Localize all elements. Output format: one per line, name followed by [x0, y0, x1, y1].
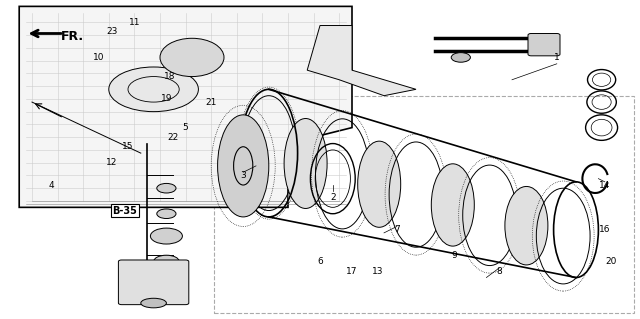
Text: 4: 4 — [49, 181, 54, 189]
Text: FR.: FR. — [61, 30, 84, 43]
Ellipse shape — [141, 298, 166, 308]
Text: 19: 19 — [161, 94, 172, 103]
Text: 1: 1 — [554, 53, 559, 62]
Text: 18: 18 — [164, 72, 175, 81]
Ellipse shape — [160, 38, 224, 77]
Circle shape — [451, 53, 470, 62]
Text: 10: 10 — [93, 53, 105, 62]
Circle shape — [154, 255, 179, 268]
Ellipse shape — [218, 115, 269, 217]
Circle shape — [157, 209, 176, 219]
Polygon shape — [307, 26, 416, 96]
Text: 13: 13 — [372, 267, 383, 276]
Text: 9: 9 — [452, 251, 457, 260]
Circle shape — [157, 183, 176, 193]
Text: 5: 5 — [183, 123, 188, 132]
Text: 7: 7 — [394, 225, 399, 234]
FancyBboxPatch shape — [528, 33, 560, 56]
Ellipse shape — [284, 118, 327, 209]
Text: 14: 14 — [599, 181, 611, 189]
Text: 3: 3 — [241, 171, 246, 180]
FancyBboxPatch shape — [118, 260, 189, 305]
Text: 15: 15 — [122, 142, 134, 151]
Circle shape — [150, 228, 182, 244]
Text: 6: 6 — [317, 257, 323, 266]
Ellipse shape — [505, 186, 548, 265]
Text: 2: 2 — [330, 193, 335, 202]
Text: 23: 23 — [106, 27, 118, 36]
Text: 21: 21 — [205, 98, 217, 107]
Text: 16: 16 — [599, 225, 611, 234]
Text: 17: 17 — [346, 267, 358, 276]
Circle shape — [109, 67, 198, 112]
Text: B-35: B-35 — [113, 205, 137, 216]
Text: 20: 20 — [605, 257, 617, 266]
Ellipse shape — [358, 141, 401, 227]
Text: 12: 12 — [106, 158, 118, 167]
Polygon shape — [19, 6, 352, 207]
Ellipse shape — [431, 164, 474, 246]
Text: 22: 22 — [167, 133, 179, 142]
Text: 11: 11 — [129, 18, 140, 27]
Text: 8: 8 — [497, 267, 502, 276]
